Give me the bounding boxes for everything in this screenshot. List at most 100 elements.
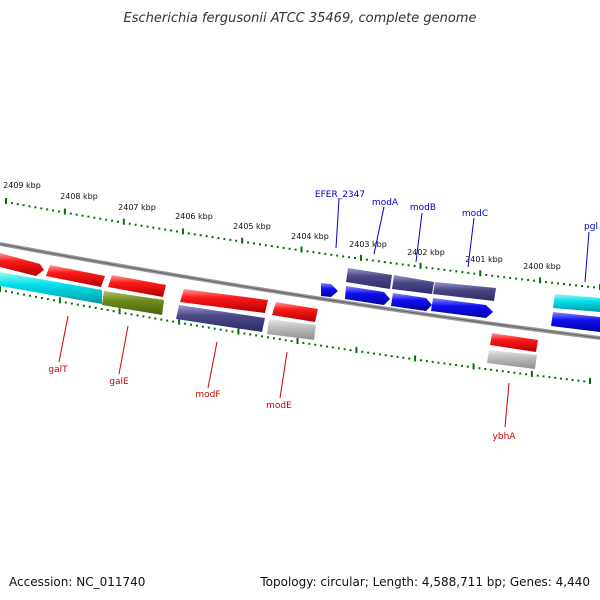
kbp-label: 2405 kbp — [233, 222, 271, 231]
kbp-ticks-upper — [5, 198, 600, 290]
minor-tick — [10, 202, 13, 205]
gene-labels-lower: galT galE modF modE ybhA — [48, 365, 516, 442]
minor-tick — [542, 375, 545, 378]
major-tick — [472, 363, 475, 370]
gene-arrow[interactable] — [392, 275, 434, 294]
gene-arrow[interactable] — [431, 298, 493, 318]
minor-tick — [57, 210, 60, 213]
gene-arrow[interactable] — [433, 282, 496, 301]
kbp-ticks-lower — [0, 286, 591, 384]
gene-arrow[interactable] — [346, 268, 392, 289]
minor-tick — [354, 257, 357, 260]
minor-tick — [94, 306, 97, 309]
minor-tick — [225, 329, 228, 332]
minor-tick — [170, 229, 173, 232]
gene-label[interactable]: pgl — [584, 222, 598, 232]
gene-arrow[interactable] — [0, 272, 102, 304]
minor-tick — [497, 275, 500, 278]
gene-arrow[interactable] — [345, 286, 390, 305]
minor-tick — [207, 326, 210, 329]
major-tick — [359, 254, 362, 261]
gene-label[interactable]: modF — [195, 390, 220, 400]
minor-tick — [40, 207, 43, 210]
kbp-label: 2406 kbp — [175, 212, 213, 221]
upper-label-leaders — [335, 198, 590, 283]
minor-tick — [217, 237, 220, 240]
minor-tick — [189, 323, 192, 326]
genome-backbone — [0, 242, 600, 340]
minor-tick — [519, 372, 522, 375]
gene-label[interactable]: modA — [372, 198, 399, 208]
major-tick — [419, 262, 422, 269]
minor-tick — [116, 220, 119, 223]
minor-tick — [495, 369, 498, 372]
minor-tick — [565, 378, 568, 381]
minor-tick — [383, 261, 386, 264]
gene-arrow[interactable] — [102, 291, 164, 315]
minor-tick — [336, 254, 339, 257]
minor-tick — [443, 268, 446, 271]
gene-arrow[interactable] — [267, 319, 316, 340]
minor-tick — [361, 350, 364, 353]
gene-arrow[interactable] — [321, 283, 338, 297]
gene-arrow[interactable] — [553, 294, 600, 312]
gene-label[interactable]: modC — [462, 209, 488, 219]
gene-arrow[interactable] — [272, 302, 318, 322]
gene-arrow[interactable] — [46, 265, 105, 287]
kbp-label: 2407 kbp — [118, 203, 156, 212]
minor-tick — [306, 250, 309, 253]
minor-tick — [348, 256, 351, 259]
minor-tick — [513, 371, 516, 374]
minor-tick — [201, 325, 204, 328]
minor-tick — [460, 364, 463, 367]
minor-tick — [93, 216, 96, 219]
minor-tick — [166, 319, 169, 322]
minor-tick — [593, 286, 596, 289]
minor-tick — [320, 344, 323, 347]
minor-tick — [455, 270, 458, 273]
gene-label[interactable]: galE — [109, 377, 129, 387]
gene-arrow[interactable] — [391, 293, 432, 311]
gene-label[interactable]: modE — [266, 401, 292, 411]
minor-tick — [554, 376, 557, 379]
kbp-label: 2408 kbp — [60, 192, 98, 201]
major-tick — [0, 286, 1, 292]
minor-tick — [437, 361, 440, 364]
minor-tick — [270, 245, 273, 248]
gene-arrow[interactable] — [487, 350, 537, 369]
gene-arrow[interactable] — [180, 289, 268, 313]
minor-tick — [408, 357, 411, 360]
minor-tick — [16, 203, 19, 206]
minor-tick — [235, 239, 238, 242]
minor-tick — [563, 283, 566, 286]
gene-label[interactable]: ybhA — [493, 432, 517, 442]
minor-tick — [551, 281, 554, 284]
minor-tick — [349, 349, 352, 352]
minor-tick — [515, 277, 518, 280]
minor-tick — [324, 252, 327, 255]
minor-tick — [533, 279, 536, 282]
minor-tick — [219, 328, 222, 331]
major-tick — [414, 355, 417, 362]
minor-tick — [266, 336, 269, 339]
minor-tick — [407, 264, 410, 267]
gene-arrow[interactable] — [108, 275, 166, 297]
minor-tick — [490, 368, 493, 371]
minor-tick — [243, 332, 246, 335]
gene-label[interactable]: galT — [48, 365, 68, 375]
minor-tick — [288, 247, 291, 250]
gene-arrow[interactable] — [0, 253, 44, 276]
minor-tick — [419, 359, 422, 362]
minor-tick — [402, 356, 405, 359]
minor-tick — [284, 339, 287, 342]
minor-tick — [337, 347, 340, 350]
kbp-label: 2404 kbp — [291, 232, 329, 241]
major-tick — [118, 308, 121, 315]
gene-label[interactable]: modB — [410, 203, 436, 213]
gene-arrow[interactable] — [490, 333, 538, 352]
gene-label[interactable]: EFER_2347 — [315, 190, 365, 200]
gene-arrow[interactable] — [551, 312, 600, 332]
minor-tick — [443, 362, 446, 365]
gene-arrow[interactable] — [176, 305, 265, 332]
minor-tick — [22, 204, 25, 207]
